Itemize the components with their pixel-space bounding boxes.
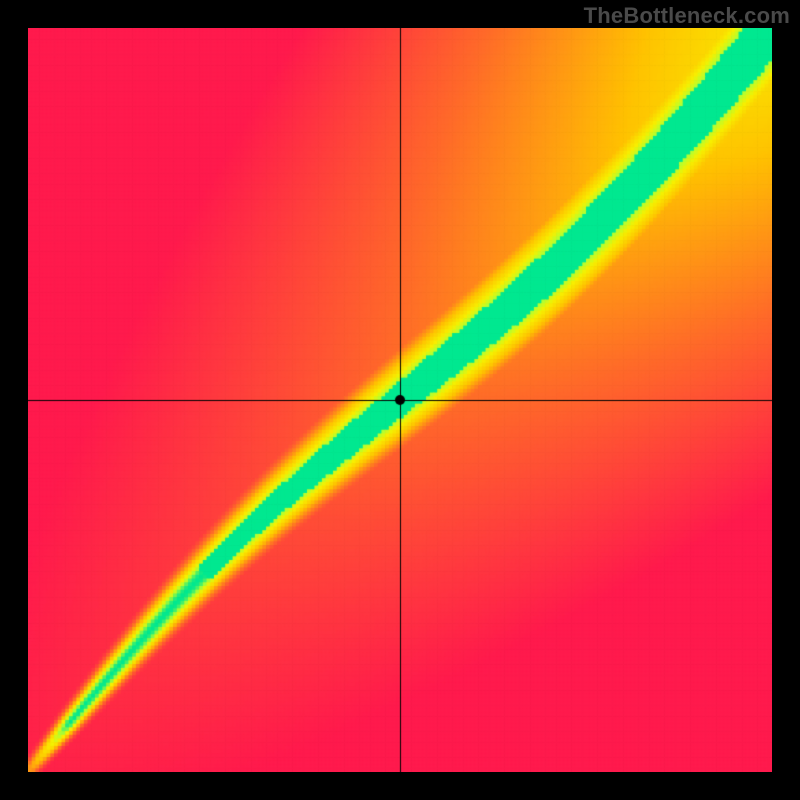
chart-container: TheBottleneck.com [0, 0, 800, 800]
attribution-text: TheBottleneck.com [584, 3, 790, 29]
heatmap-plot [28, 28, 772, 772]
heatmap-canvas [28, 28, 772, 772]
